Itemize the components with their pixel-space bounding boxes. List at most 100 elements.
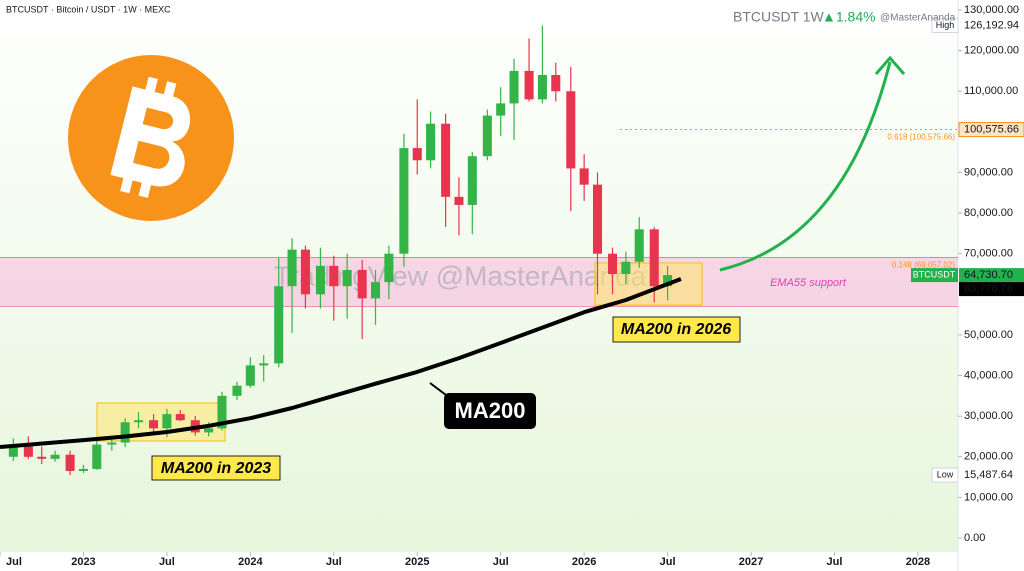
candle-body	[92, 444, 102, 469]
y-tick-label: 40,000.00	[964, 369, 1013, 381]
candle-body	[649, 229, 659, 287]
candle-body	[426, 123, 436, 161]
ma-label: MA200	[455, 398, 526, 423]
candle-body	[551, 74, 561, 92]
support-zone	[0, 257, 958, 307]
x-tick-label: 2028	[906, 556, 930, 568]
label-box	[151, 455, 281, 481]
fib-label: 0.148 (69,057.02)	[892, 261, 955, 270]
candle-body	[357, 269, 367, 299]
price-marker	[959, 268, 1024, 283]
candle-body	[329, 265, 339, 287]
candle-body	[524, 70, 534, 100]
candle-body	[8, 444, 18, 457]
candle-body	[23, 444, 33, 457]
candle-body	[496, 103, 506, 116]
candle-body	[412, 148, 422, 161]
candle-body	[454, 196, 464, 205]
candle-body	[579, 168, 589, 185]
price-marker-label: 15,487.64	[964, 469, 1013, 481]
annotation: EMA55 support	[770, 277, 847, 289]
candle-body	[634, 229, 644, 262]
marker-tag	[911, 268, 958, 283]
price-marker	[959, 468, 1024, 483]
candle-body	[287, 249, 297, 287]
candle-body	[607, 253, 618, 274]
highlight-box	[96, 402, 226, 442]
x-tick-label: Jul	[660, 556, 676, 568]
candle-body	[217, 395, 227, 429]
x-tick-label: Jul	[326, 556, 342, 568]
candle-body	[162, 414, 172, 429]
candle-body	[120, 422, 130, 443]
candle-body	[482, 115, 492, 157]
candle-body	[371, 282, 381, 299]
y-tick-label: 10,000.00	[964, 491, 1013, 503]
candle-body	[204, 428, 214, 433]
marker-tag	[931, 17, 959, 33]
x-tick-label: 2024	[238, 556, 263, 568]
y-tick-label: 20,000.00	[964, 451, 1013, 463]
projection-arrow	[719, 61, 892, 272]
y-tick-label: 130,000.00	[964, 4, 1019, 16]
candle-body	[537, 74, 547, 100]
marker-tag-label: BTCUSDT	[913, 269, 956, 279]
price-marker	[958, 122, 1024, 138]
candle-body	[134, 420, 144, 423]
price-marker-label: 64,730.70	[964, 269, 1013, 281]
author: @MasterAnanda	[880, 13, 956, 24]
ma-line	[0, 277, 682, 449]
candle-body	[245, 365, 255, 386]
annotation: MA200 in 2023	[161, 460, 271, 477]
marker-tag-label: Low	[937, 469, 954, 479]
candle-body	[467, 156, 477, 205]
y-tick-label: 80,000.00	[964, 207, 1013, 219]
time-axis	[0, 552, 958, 571]
x-tick-label: Jul	[159, 556, 175, 568]
price-marker	[959, 282, 1024, 297]
candle-body	[566, 91, 576, 169]
candle-body	[509, 70, 519, 104]
candle-body	[175, 414, 185, 421]
y-tick-label: 90,000.00	[964, 166, 1013, 178]
candle-body	[259, 363, 269, 366]
x-tick-label: Jul	[493, 556, 509, 568]
arrow-head	[874, 55, 906, 75]
y-tick-label: 30,000.00	[964, 410, 1013, 422]
candle-body	[663, 275, 673, 287]
label-box	[444, 393, 536, 429]
label-box	[612, 316, 741, 343]
symbol: BTCUSDT 1W	[733, 9, 825, 25]
candle-body	[315, 265, 325, 295]
candle-body	[149, 420, 159, 429]
candle-body	[232, 385, 242, 396]
candle-body	[399, 148, 409, 254]
y-tick-label: 110,000.00	[964, 85, 1018, 97]
x-tick-label: 2027	[739, 556, 763, 568]
y-tick-label: 120,000.00	[964, 45, 1019, 57]
y-tick-label: 70,000.00	[964, 248, 1013, 260]
candle-body	[274, 286, 284, 364]
x-tick-label: Jul	[827, 556, 843, 568]
candle-body	[65, 454, 75, 471]
annotation: MA200 in 2026	[621, 321, 731, 338]
candle-body	[384, 253, 394, 283]
candle-body	[50, 454, 60, 459]
candle-body	[107, 442, 117, 445]
price-marker	[959, 18, 1024, 33]
x-tick-label: Jul	[6, 556, 22, 568]
bitcoin-logo	[68, 55, 234, 221]
candle-body	[592, 184, 603, 254]
x-tick-label: 2025	[405, 556, 429, 568]
candle-body	[621, 261, 631, 274]
candle-body	[342, 269, 352, 287]
marker-tag-label: High	[936, 20, 955, 30]
marker-tag	[931, 467, 959, 483]
change: ▲1.84%	[822, 9, 876, 25]
x-tick-label: 2023	[71, 556, 95, 568]
chart-title: BTCUSDT · Bitcoin / USDT · 1W · MEXC	[6, 4, 171, 14]
candle-body	[37, 456, 47, 459]
candle-body	[78, 468, 88, 471]
y-tick-label: 50,000.00	[964, 329, 1013, 341]
